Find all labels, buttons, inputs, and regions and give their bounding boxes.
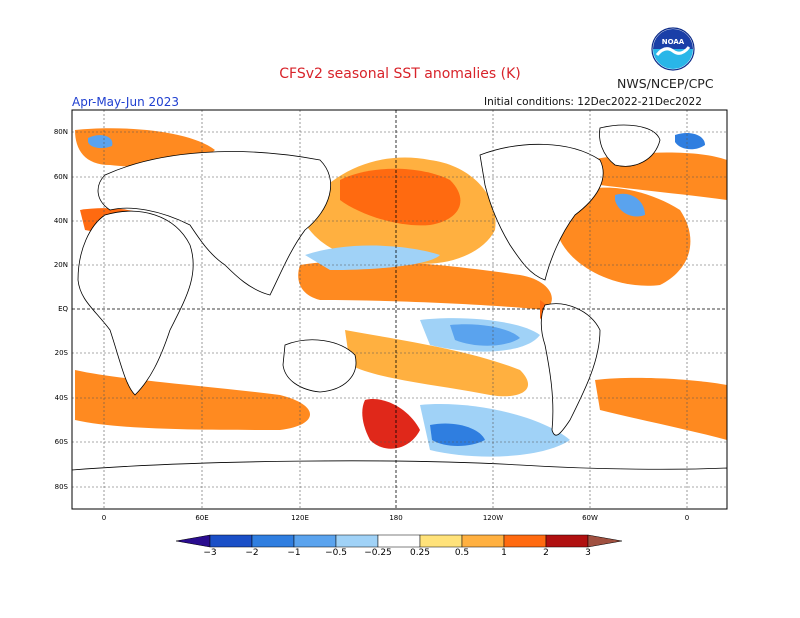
colorbar-tick-neg025: −0.25 bbox=[364, 548, 392, 558]
tropical-pacific-warm bbox=[298, 260, 552, 310]
lat-label-eq: EQ bbox=[58, 305, 68, 313]
colorbar-tick-3: 3 bbox=[585, 548, 591, 558]
colorbar-tick-05: 0.5 bbox=[454, 548, 470, 558]
chart-title: CFSv2 seasonal SST anomalies (K) bbox=[279, 66, 521, 82]
colorbar-high-arrow bbox=[587, 534, 623, 548]
barents-cool bbox=[88, 135, 113, 149]
land-greenland bbox=[599, 124, 661, 167]
lat-label-80n: 80N bbox=[53, 128, 68, 136]
land-north-america bbox=[479, 143, 604, 281]
lat-label-20n: 20N bbox=[53, 261, 68, 269]
greenland-sea-cool bbox=[675, 133, 705, 150]
north-pacific-strong bbox=[340, 168, 461, 226]
colorbar-seg-7 bbox=[461, 534, 505, 548]
map-frame bbox=[71, 109, 728, 510]
colorbar-seg-2 bbox=[251, 534, 295, 548]
colorbar-tick-2: 2 bbox=[543, 548, 549, 558]
north-pacific-cool-band bbox=[305, 245, 440, 270]
noaa-logo: NOAA bbox=[651, 27, 695, 71]
land-south-america bbox=[540, 303, 601, 436]
initial-conditions-label: Initial conditions: 12Dec2022-21Dec2022 bbox=[484, 96, 702, 108]
colorbar-seg-1 bbox=[209, 534, 253, 548]
colorbar-seg-8 bbox=[503, 534, 547, 548]
lon-label-0-east: 0 bbox=[684, 514, 690, 522]
colorbar-seg-5 bbox=[377, 534, 421, 548]
agency-label: NWS/NCEP/CPC bbox=[617, 76, 714, 91]
colorbar-seg-4 bbox=[335, 534, 379, 548]
lon-label-60e: 60E bbox=[195, 514, 209, 522]
map-grid bbox=[72, 110, 727, 509]
colorbar-tick-neg1: −1 bbox=[287, 548, 301, 558]
lon-label-60w: 60W bbox=[582, 514, 598, 522]
tropical-pacific-cool-core bbox=[450, 324, 520, 346]
lat-label-80s: 80S bbox=[54, 483, 68, 491]
lon-label-180: 180 bbox=[389, 514, 403, 522]
colorbar-tick-1: 1 bbox=[501, 548, 507, 558]
lon-label-120e: 120E bbox=[291, 514, 309, 522]
south-pacific-strong bbox=[362, 399, 420, 449]
land-eurasia bbox=[97, 151, 331, 296]
lon-label-120w: 120W bbox=[482, 514, 504, 522]
lon-label-0: 0 bbox=[101, 514, 107, 522]
noaa-logo-text: NOAA bbox=[662, 38, 685, 46]
colorbar bbox=[175, 534, 623, 548]
south-pacific-warm bbox=[345, 330, 529, 397]
land-australia bbox=[282, 339, 357, 393]
labrador-cool bbox=[615, 193, 645, 217]
colorbar-seg-3 bbox=[293, 534, 337, 548]
lat-label-20s: 20S bbox=[54, 349, 68, 357]
continents bbox=[71, 124, 728, 510]
lat-label-60s: 60S bbox=[54, 438, 68, 446]
colorbar-seg-9 bbox=[545, 534, 589, 548]
lat-label-40n: 40N bbox=[53, 217, 68, 225]
colorbar-tick-neg05: −0.5 bbox=[325, 548, 347, 558]
land-antarctica bbox=[71, 460, 728, 510]
colorbar-tick-neg3: −3 bbox=[203, 548, 217, 558]
colorbar-seg-6 bbox=[419, 534, 463, 548]
north-atlantic-warm bbox=[560, 187, 691, 286]
colorbar-low-arrow bbox=[175, 534, 211, 548]
southern-ocean-warm-atlantic bbox=[595, 377, 727, 440]
lat-label-60n: 60N bbox=[53, 173, 68, 181]
colorbar-tick-neg2: −2 bbox=[245, 548, 259, 558]
southern-ocean-warm-indian bbox=[75, 370, 310, 430]
lat-label-40s: 40S bbox=[54, 394, 68, 402]
season-label: Apr-May-Jun 2023 bbox=[72, 95, 180, 109]
land-africa bbox=[77, 210, 194, 396]
colorbar-tick-025: 0.25 bbox=[409, 548, 431, 558]
southeast-pacific-cool-core bbox=[430, 423, 485, 446]
